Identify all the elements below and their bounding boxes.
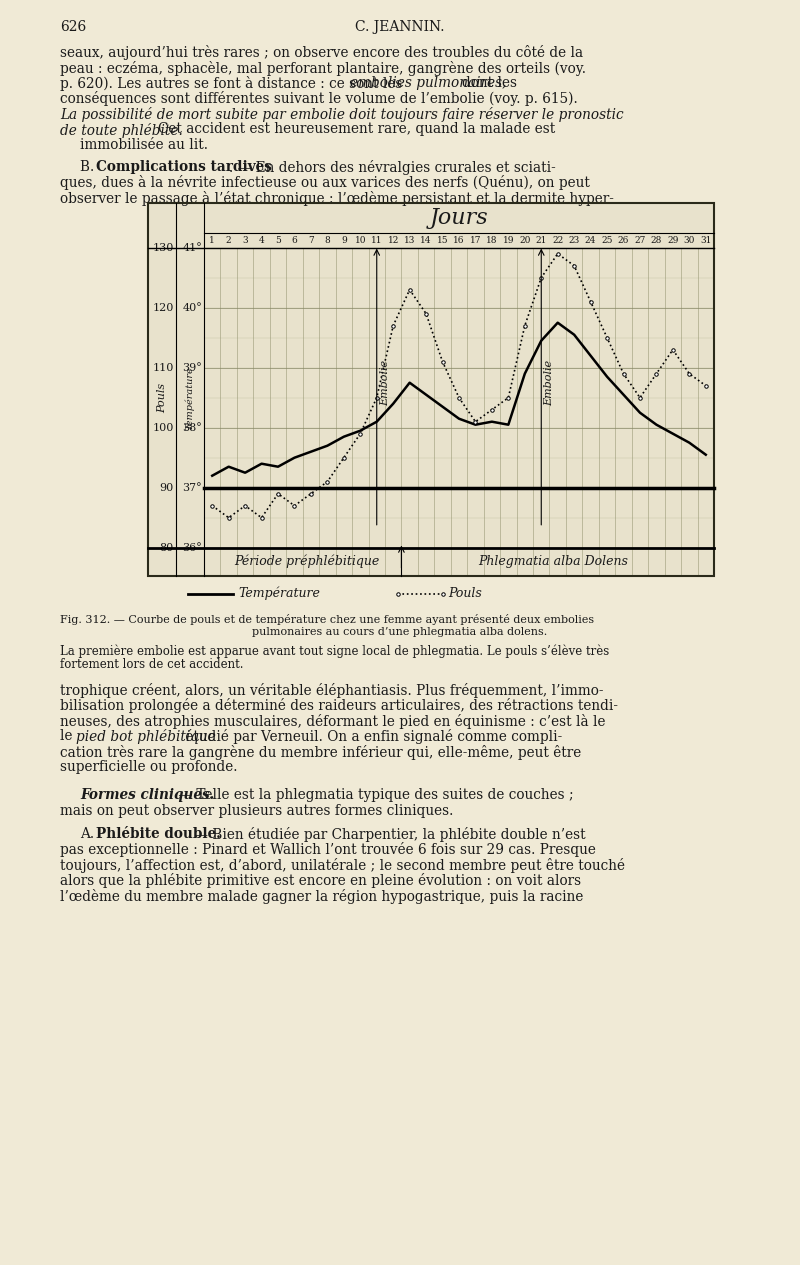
Text: mais on peut observer plusieurs autres formes cliniques.: mais on peut observer plusieurs autres f… bbox=[60, 803, 454, 817]
Text: trophique créent, alors, un véritable éléphantiasis. Plus fréquemment, l’immo-: trophique créent, alors, un véritable él… bbox=[60, 683, 603, 698]
Text: 37°: 37° bbox=[182, 483, 202, 492]
Text: Période préphlébitique: Période préphlébitique bbox=[234, 555, 379, 568]
Text: pied bot phlébitique: pied bot phlébitique bbox=[76, 729, 216, 744]
Bar bbox=[148, 202, 714, 576]
Text: Embolie: Embolie bbox=[544, 359, 554, 406]
Text: Fig. 312. — Courbe de pouls et de température chez une femme ayant présenté deux: Fig. 312. — Courbe de pouls et de tempér… bbox=[60, 614, 594, 625]
Text: 17: 17 bbox=[470, 235, 482, 244]
Text: A.: A. bbox=[80, 827, 98, 841]
Text: 18: 18 bbox=[486, 235, 498, 244]
Text: Phlegmatia alba Dolens: Phlegmatia alba Dolens bbox=[478, 555, 629, 568]
Text: Embolie: Embolie bbox=[380, 359, 390, 406]
Text: étudié par Verneuil. On a enfin signalé comme compli-: étudié par Verneuil. On a enfin signalé … bbox=[181, 729, 562, 744]
Text: seaux, aujourd’hui très rares ; on observe encore des troubles du côté de la: seaux, aujourd’hui très rares ; on obser… bbox=[60, 46, 583, 59]
Text: 28: 28 bbox=[650, 235, 662, 244]
Text: 4: 4 bbox=[258, 235, 265, 244]
Text: 130: 130 bbox=[153, 243, 174, 253]
Text: fortement lors de cet accident.: fortement lors de cet accident. bbox=[60, 658, 243, 670]
Text: 38°: 38° bbox=[182, 423, 202, 433]
Text: Température: Température bbox=[238, 587, 320, 601]
Text: 36°: 36° bbox=[182, 543, 202, 553]
Text: dont les: dont les bbox=[462, 76, 517, 90]
Text: l’œdème du membre malade gagner la région hypogastrique, puis la racine: l’œdème du membre malade gagner la régio… bbox=[60, 889, 583, 904]
Text: ques, dues à la névrite infectieuse ou aux varices des nerfs (Quénu), on peut: ques, dues à la névrite infectieuse ou a… bbox=[60, 175, 590, 190]
Text: neuses, des atrophies musculaires, déformant le pied en équinisme : c’est là le: neuses, des atrophies musculaires, défor… bbox=[60, 713, 606, 729]
Text: bilisation prolongée a déterminé des raideurs articulaires, des rétractions tend: bilisation prolongée a déterminé des rai… bbox=[60, 698, 618, 713]
Text: 2: 2 bbox=[226, 235, 231, 244]
Text: — Telle est la phlegmatia typique des suites de couches ;: — Telle est la phlegmatia typique des su… bbox=[174, 788, 574, 802]
Text: embolies pulmonaires,: embolies pulmonaires, bbox=[350, 76, 507, 90]
Text: 13: 13 bbox=[404, 235, 415, 244]
Text: — Bien étudiée par Charpentier, la phlébite double n’est: — Bien étudiée par Charpentier, la phléb… bbox=[190, 827, 586, 841]
Text: . — En dehors des névralgies crurales et sciati-: . — En dehors des névralgies crurales et… bbox=[230, 159, 556, 175]
Text: 25: 25 bbox=[602, 235, 613, 244]
Text: Jours: Jours bbox=[430, 206, 488, 229]
Text: 100: 100 bbox=[153, 423, 174, 433]
Text: p. 620). Les autres se font à distance : ce sont les: p. 620). Les autres se font à distance :… bbox=[60, 76, 406, 91]
Text: 29: 29 bbox=[667, 235, 678, 244]
Text: 12: 12 bbox=[387, 235, 399, 244]
Text: 15: 15 bbox=[437, 235, 448, 244]
Text: 26: 26 bbox=[618, 235, 630, 244]
Text: alors que la phlébite primitive est encore en pleine évolution : on voit alors: alors que la phlébite primitive est enco… bbox=[60, 873, 581, 888]
Text: La possibilité de mort subite par embolie doit toujours faire réserver le pronos: La possibilité de mort subite par emboli… bbox=[60, 108, 624, 121]
Text: 30: 30 bbox=[684, 235, 695, 244]
Text: La première embolie est apparue avant tout signe local de phlegmatia. Le pouls s: La première embolie est apparue avant to… bbox=[60, 645, 610, 658]
Text: Pouls: Pouls bbox=[157, 382, 167, 412]
Text: 16: 16 bbox=[454, 235, 465, 244]
Text: 110: 110 bbox=[153, 363, 174, 373]
Text: peau : eczéma, sphacèle, mal perforant plantaire, gangrène des orteils (voy.: peau : eczéma, sphacèle, mal perforant p… bbox=[60, 61, 586, 76]
Text: 11: 11 bbox=[371, 235, 382, 244]
Text: 27: 27 bbox=[634, 235, 646, 244]
Text: 9: 9 bbox=[341, 235, 346, 244]
Text: 40°: 40° bbox=[182, 302, 202, 312]
Text: 7: 7 bbox=[308, 235, 314, 244]
Text: toujours, l’affection est, d’abord, unilatérale ; le second membre peut être tou: toujours, l’affection est, d’abord, unil… bbox=[60, 858, 625, 873]
Bar bbox=[148, 202, 714, 576]
Text: Cet accident est heureusement rare, quand la malade est: Cet accident est heureusement rare, quan… bbox=[158, 123, 554, 137]
Text: 6: 6 bbox=[292, 235, 298, 244]
Text: de toute phlébite.: de toute phlébite. bbox=[60, 123, 183, 138]
Text: 20: 20 bbox=[519, 235, 530, 244]
Text: 120: 120 bbox=[153, 302, 174, 312]
Text: Phlébite double.: Phlébite double. bbox=[96, 827, 221, 841]
Text: cation très rare la gangrène du membre inférieur qui, elle-même, peut être: cation très rare la gangrène du membre i… bbox=[60, 745, 582, 760]
Text: 1: 1 bbox=[210, 235, 215, 244]
Text: pas exceptionnelle : Pinard et Wallich l’ont trouvée 6 fois sur 29 cas. Presque: pas exceptionnelle : Pinard et Wallich l… bbox=[60, 842, 596, 858]
Text: 23: 23 bbox=[569, 235, 580, 244]
Bar bbox=[204, 202, 714, 576]
Text: 80: 80 bbox=[160, 543, 174, 553]
Text: le: le bbox=[60, 729, 77, 744]
Text: 90: 90 bbox=[160, 483, 174, 492]
Text: 3: 3 bbox=[242, 235, 248, 244]
Text: 22: 22 bbox=[552, 235, 563, 244]
Text: pulmonaires au cours d’une phlegmatia alba dolens.: pulmonaires au cours d’une phlegmatia al… bbox=[252, 626, 548, 636]
Text: Température: Température bbox=[186, 366, 194, 430]
Text: 21: 21 bbox=[535, 235, 547, 244]
Text: 39°: 39° bbox=[182, 363, 202, 373]
Text: 8: 8 bbox=[325, 235, 330, 244]
Text: Complications tardives: Complications tardives bbox=[96, 159, 272, 173]
Text: observer le passage à l’état chronique : l’œdème persistant et la dermite hyper-: observer le passage à l’état chronique :… bbox=[60, 191, 614, 206]
Text: Pouls: Pouls bbox=[448, 587, 482, 600]
Text: 10: 10 bbox=[354, 235, 366, 244]
Text: superficielle ou profonde.: superficielle ou profonde. bbox=[60, 760, 238, 774]
Text: 5: 5 bbox=[275, 235, 281, 244]
Text: B.: B. bbox=[80, 159, 98, 173]
Text: immobilisée au lit.: immobilisée au lit. bbox=[80, 138, 208, 152]
Text: Formes cliniques.: Formes cliniques. bbox=[80, 788, 214, 802]
Text: conséquences sont différentes suivant le volume de l’embolie (voy. p. 615).: conséquences sont différentes suivant le… bbox=[60, 91, 578, 106]
Text: 14: 14 bbox=[420, 235, 432, 244]
Text: 41°: 41° bbox=[182, 243, 202, 253]
Text: 24: 24 bbox=[585, 235, 596, 244]
Text: 31: 31 bbox=[700, 235, 711, 244]
Text: 19: 19 bbox=[502, 235, 514, 244]
Text: 626: 626 bbox=[60, 20, 86, 34]
Text: C. JEANNIN.: C. JEANNIN. bbox=[355, 20, 445, 34]
